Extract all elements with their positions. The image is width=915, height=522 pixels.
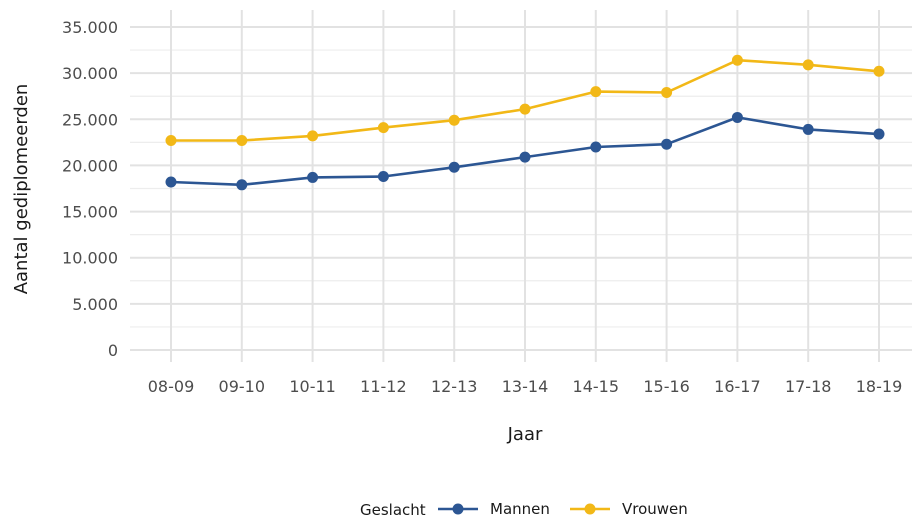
- data-point-mannen: [802, 123, 814, 135]
- x-tick-label: 17-18: [785, 377, 832, 396]
- data-point-vrouwen: [377, 122, 389, 134]
- legend-title: Geslacht: [360, 501, 426, 518]
- x-tick-label: 15-16: [643, 377, 690, 396]
- y-tick-label: 15.000: [62, 203, 118, 222]
- x-axis-title: Jaar: [507, 424, 543, 445]
- data-point-mannen: [661, 138, 673, 150]
- x-tick-label: 12-13: [431, 377, 478, 396]
- data-point-vrouwen: [873, 65, 885, 77]
- x-axis-ticks: 08-09 09-10 10-11 11-12 12-13 13-14 14-15 15-16…: [148, 377, 903, 396]
- data-point-mannen: [873, 128, 885, 140]
- x-tick-label: 13-14: [502, 377, 549, 396]
- data-point-vrouwen: [307, 130, 319, 142]
- x-tick-label: 18-19: [856, 377, 903, 396]
- data-point-mannen: [165, 176, 177, 188]
- x-tick-label: 10-11: [289, 377, 336, 396]
- data-point-mannen: [307, 171, 319, 183]
- x-tick-label: 09-10: [219, 377, 266, 396]
- data-point-vrouwen: [661, 87, 673, 99]
- data-point-vrouwen: [590, 86, 602, 98]
- x-tick-label: 11-12: [360, 377, 407, 396]
- y-tick-label: 30.000: [62, 64, 118, 83]
- data-point-mannen: [377, 171, 389, 183]
- data-point-mannen: [448, 161, 460, 173]
- legend-key-point-mannen: [452, 503, 464, 515]
- y-tick-label: 10.000: [62, 249, 118, 268]
- x-tick-label: 14-15: [573, 377, 620, 396]
- y-axis-title: Aantal gediplomeerden: [11, 84, 32, 295]
- legend-items: Mannen Vrouwen: [438, 500, 688, 518]
- x-tick-label: 16-17: [714, 377, 761, 396]
- data-point-vrouwen: [519, 103, 531, 115]
- data-point-mannen: [590, 141, 602, 153]
- legend-label-vrouwen: Vrouwen: [622, 500, 688, 518]
- legend: Geslacht Mannen Vrouwen: [360, 500, 688, 519]
- y-tick-label: 20.000: [62, 156, 118, 175]
- data-point-vrouwen: [731, 54, 743, 66]
- y-tick-label: 35.000: [62, 18, 118, 37]
- data-point-vrouwen: [236, 135, 248, 147]
- data-point-mannen: [519, 151, 531, 163]
- y-tick-label: 0: [108, 341, 118, 360]
- data-point-vrouwen: [802, 59, 814, 71]
- y-axis-ticks: 0 5.000 10.000 15.000 20.000 25.000 30.000 35.0…: [62, 18, 118, 360]
- data-point-mannen: [731, 111, 743, 123]
- data-point-mannen: [236, 179, 248, 191]
- legend-label-mannen: Mannen: [490, 500, 550, 518]
- legend-key-point-vrouwen: [584, 503, 596, 515]
- data-point-vrouwen: [165, 135, 177, 147]
- y-tick-label: 25.000: [62, 110, 118, 129]
- series-lines: [165, 54, 885, 191]
- x-tick-label: 08-09: [148, 377, 195, 396]
- y-tick-label: 5.000: [72, 295, 118, 314]
- grid: [130, 10, 912, 362]
- data-point-vrouwen: [448, 114, 460, 126]
